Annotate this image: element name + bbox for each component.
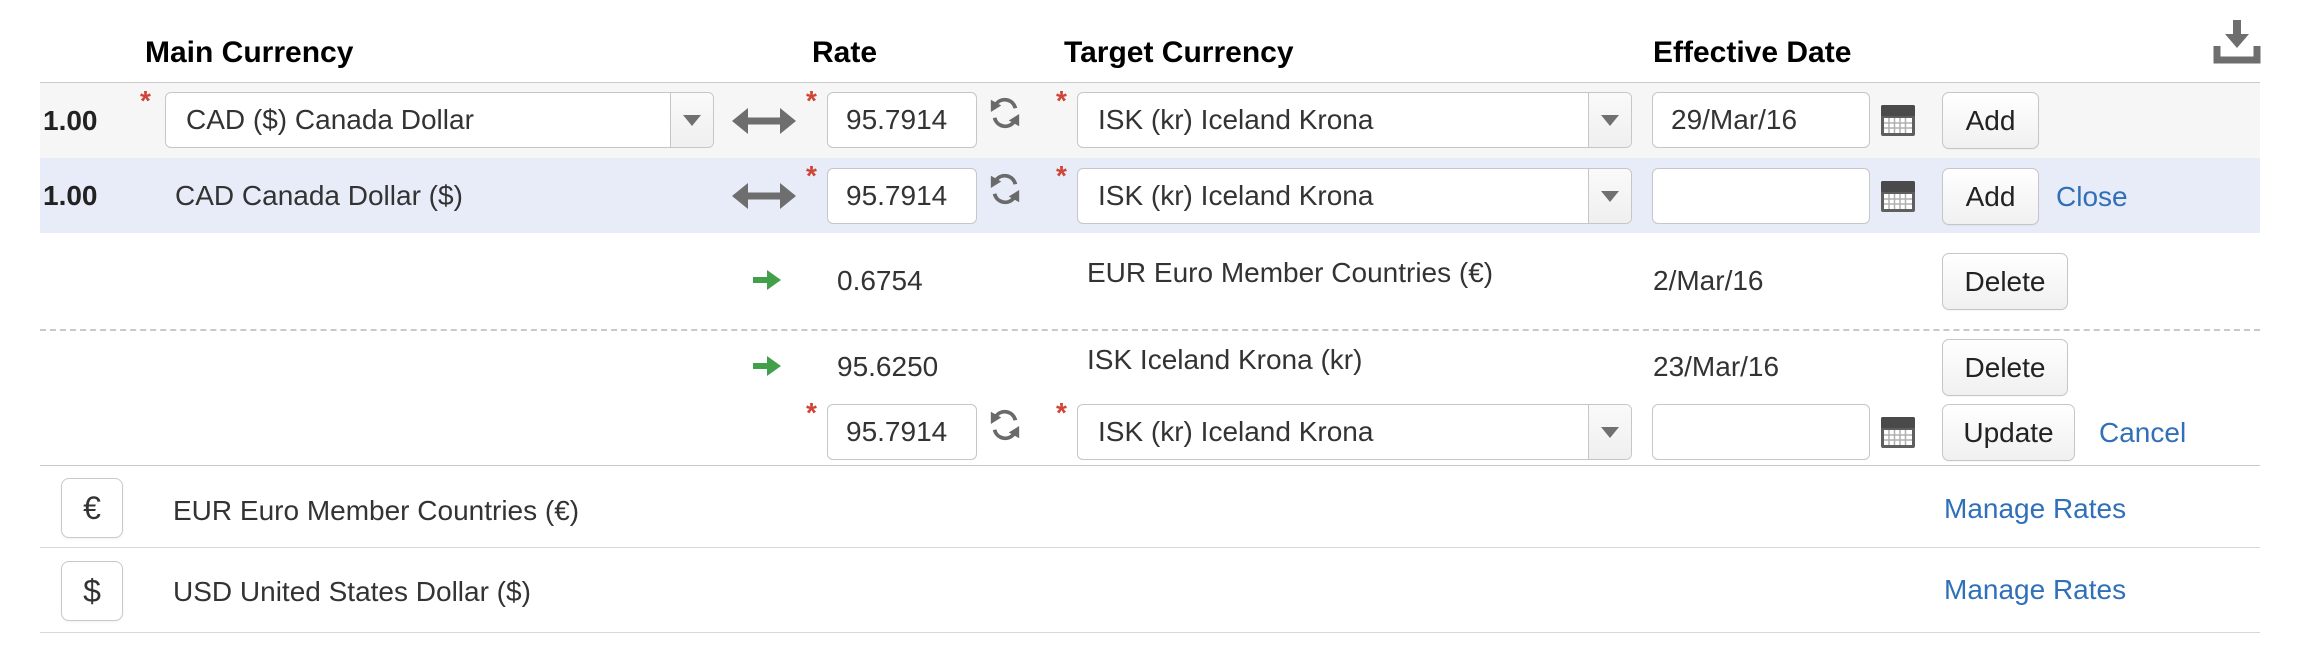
- rate-entry-row: 95.6250 ISK Iceland Krona (kr) 23/Mar/16…: [40, 331, 2260, 400]
- target-currency-select-value: ISK (kr) Iceland Krona: [1098, 416, 1374, 447]
- base-amount: 1.00: [43, 180, 98, 211]
- column-header-rate: Rate: [812, 36, 878, 69]
- currency-name: USD United States Dollar ($): [173, 576, 531, 607]
- effective-date-value: 23/Mar/16: [1653, 351, 1780, 382]
- manage-rates-link[interactable]: Manage Rates: [1944, 574, 2127, 605]
- recalculate-rate-icon[interactable]: [988, 172, 1022, 206]
- required-asterisk: *: [806, 160, 817, 191]
- update-rate-row: * * ISK (kr) Iceland Krona Update Cancel: [40, 397, 2260, 466]
- chevron-down-icon[interactable]: [1588, 405, 1631, 459]
- rate-entry-row: 0.6754 EUR Euro Member Countries (€) 2/M…: [40, 233, 2260, 331]
- currency-name: ISK Iceland Krona (kr): [1087, 344, 1363, 375]
- close-link[interactable]: Close: [2056, 181, 2128, 212]
- recalculate-rate-icon[interactable]: [988, 96, 1022, 130]
- chevron-down-icon[interactable]: [1588, 93, 1631, 147]
- rate-value: 95.6250: [837, 351, 939, 382]
- target-currency-select[interactable]: ISK (kr) Iceland Krona: [1077, 404, 1632, 460]
- effective-date-input[interactable]: [1652, 168, 1870, 224]
- required-asterisk: *: [1056, 160, 1067, 191]
- effective-date-value: 2/Mar/16: [1653, 265, 1764, 296]
- add-rate-row: 1.00 * CAD ($) Canada Dollar * * ISK (kr…: [40, 82, 2260, 159]
- column-header-target-currency: Target Currency: [1064, 36, 1294, 69]
- add-button[interactable]: Add: [1942, 168, 2039, 225]
- effective-date-input[interactable]: [1652, 404, 1870, 460]
- recalculate-rate-icon[interactable]: [988, 408, 1022, 442]
- calendar-icon[interactable]: [1881, 181, 1915, 212]
- download-icon[interactable]: [2212, 18, 2262, 66]
- required-asterisk: *: [140, 85, 151, 116]
- chevron-down-icon[interactable]: [1588, 169, 1631, 223]
- currency-name: EUR Euro Member Countries (€): [1087, 257, 1494, 288]
- main-currency-select-value: CAD ($) Canada Dollar: [186, 104, 474, 135]
- currency-list-row: € EUR Euro Member Countries (€) Manage R…: [40, 466, 2260, 548]
- rate-input[interactable]: [827, 168, 977, 224]
- both-directions-icon: [732, 106, 796, 136]
- currency-symbol-badge: $: [61, 561, 123, 621]
- column-header-main-currency: Main Currency: [145, 36, 354, 69]
- target-currency-select[interactable]: ISK (kr) Iceland Krona: [1077, 92, 1632, 148]
- delete-button[interactable]: Delete: [1942, 339, 2068, 396]
- manage-rates-link[interactable]: Manage Rates: [1944, 493, 2127, 524]
- currency-symbol-badge: €: [61, 478, 123, 538]
- base-amount: 1.00: [43, 105, 98, 136]
- chevron-down-icon[interactable]: [670, 93, 713, 147]
- delete-button[interactable]: Delete: [1942, 253, 2068, 310]
- update-button[interactable]: Update: [1942, 404, 2075, 461]
- cancel-link[interactable]: Cancel: [2099, 417, 2187, 448]
- column-header-effective-date: Effective Date: [1653, 36, 1852, 69]
- currency-list-row: $ USD United States Dollar ($) Manage Ra…: [40, 548, 2260, 633]
- currency-name: EUR Euro Member Countries (€): [173, 495, 580, 526]
- arrow-right-icon: [752, 353, 782, 379]
- rate-value: 0.6754: [837, 265, 923, 296]
- target-currency-select[interactable]: ISK (kr) Iceland Krona: [1077, 168, 1632, 224]
- selected-currency-row[interactable]: 1.00 CAD Canada Dollar ($) * * ISK (kr) …: [40, 158, 2260, 233]
- required-asterisk: *: [806, 397, 817, 428]
- main-currency-select[interactable]: CAD ($) Canada Dollar: [165, 92, 714, 148]
- effective-date-input[interactable]: [1652, 92, 1870, 148]
- target-currency-select-value: ISK (kr) Iceland Krona: [1098, 104, 1374, 135]
- rate-input[interactable]: [827, 92, 977, 148]
- target-currency-select-value: ISK (kr) Iceland Krona: [1098, 180, 1374, 211]
- both-directions-icon: [732, 181, 796, 211]
- main-currency-label: CAD Canada Dollar ($): [175, 180, 463, 211]
- add-button[interactable]: Add: [1942, 92, 2039, 149]
- required-asterisk: *: [1056, 85, 1067, 116]
- rate-input[interactable]: [827, 404, 977, 460]
- required-asterisk: *: [1056, 397, 1067, 428]
- calendar-icon[interactable]: [1881, 417, 1915, 448]
- required-asterisk: *: [806, 85, 817, 116]
- calendar-icon[interactable]: [1881, 105, 1915, 136]
- arrow-right-icon: [752, 267, 782, 293]
